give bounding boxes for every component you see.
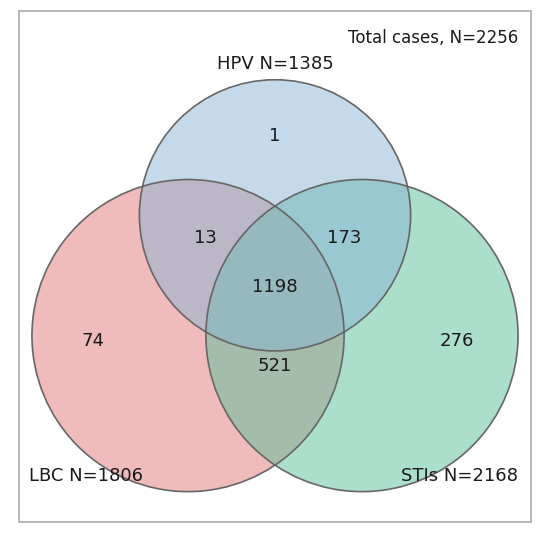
Text: STIs N=2168: STIs N=2168 xyxy=(401,467,518,485)
Text: 521: 521 xyxy=(258,357,292,375)
Circle shape xyxy=(206,180,518,491)
Text: 1: 1 xyxy=(270,127,280,145)
Text: 74: 74 xyxy=(82,332,105,350)
Text: Total cases, N=2256: Total cases, N=2256 xyxy=(348,29,518,46)
Text: 1198: 1198 xyxy=(252,278,298,296)
Text: 13: 13 xyxy=(195,229,217,247)
Circle shape xyxy=(32,180,344,491)
Text: 173: 173 xyxy=(327,229,361,247)
Text: HPV N=1385: HPV N=1385 xyxy=(217,55,333,74)
Text: LBC N=1806: LBC N=1806 xyxy=(29,467,142,485)
Text: 276: 276 xyxy=(439,332,474,350)
Circle shape xyxy=(139,80,411,351)
